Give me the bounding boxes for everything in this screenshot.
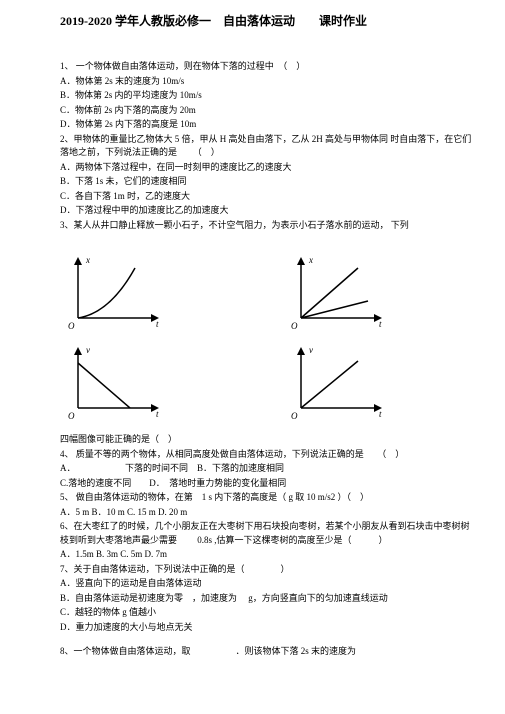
- q7-opt-b: B．自由落体运动是初速度为零 ，加速度为 g，方向竖直向下的匀加速直线运动: [60, 592, 475, 606]
- q4-stem: 4、 质量不等的两个物体，从相同高度处做自由落体运动，下列说法正确的是 （ ）: [60, 448, 475, 462]
- chart-tr-xlabel: t: [379, 319, 382, 329]
- q7-stem: 7、关于自由落体运动，下列说法中正确的是（ ）: [60, 563, 475, 577]
- chart-tr-olabel: O: [291, 321, 298, 331]
- q3-stem: 3、某人从井口静止释放一颗小石子，不计空气阻力，为表示小石子落水前的运动， 下列: [60, 219, 475, 233]
- q1-stem: 1、 一个物体做自由落体运动，则在物体下落的过程中 （ ）: [60, 60, 475, 74]
- chart-tl-xlabel: t: [156, 319, 159, 329]
- chart-grid: x t O x t O v t O: [60, 253, 475, 423]
- chart-bl-ylabel: v: [86, 345, 90, 355]
- q2-opt-d: D．下落过程中甲的加速度比乙的加速度大: [60, 204, 475, 218]
- chart-tr-ylabel: x: [308, 255, 313, 265]
- chart-tl-ylabel: x: [85, 255, 90, 265]
- q1-opt-c: C．物体前 2s 内下落的高度为 20m: [60, 104, 475, 118]
- chart-bot-right: v t O: [283, 343, 393, 423]
- q5-stem: 5、 做自由落体运动的物体，在第 1 s 内下落的高度是（ g 取 10 m/s…: [60, 491, 475, 505]
- q5-opt-a: A．5 m B．10 m C. 15 m D. 20 m: [60, 506, 475, 520]
- chart-tl-olabel: O: [68, 321, 75, 331]
- q2-opt-a: A．两物体下落过程中，在同一时刻甲的速度比乙的速度大: [60, 161, 475, 175]
- q2-opt-b: B．下落 1s 未，它们的速度相同: [60, 175, 475, 189]
- chart-br-ylabel: v: [309, 345, 313, 355]
- chart-br-xlabel: t: [379, 409, 382, 419]
- q7-opt-d: D．重力加速度的大小与地点无关: [60, 621, 475, 635]
- page-title: 2019-2020 学年人教版必修一 自由落体运动 课时作业: [60, 12, 475, 30]
- q7-opt-c: C．越轻的物体 g 值越小: [60, 606, 475, 620]
- q1-opt-d: D．物体第 2s 内下落的高度是 10m: [60, 118, 475, 132]
- chart-top-right: x t O: [283, 253, 393, 333]
- q6-opt-a: A．1.5m B. 3m C. 5m D. 7m: [60, 548, 475, 562]
- q4-opt-a: A． 下落的时间不同 B．下落的加速度相同: [60, 462, 475, 476]
- q3-followup: 四幅图像可能正确的是（ ）: [60, 433, 475, 447]
- chart-top-left: x t O: [60, 253, 170, 333]
- chart-bl-xlabel: t: [156, 409, 159, 419]
- q7-opt-a: A．竖直向下的运动是自由落体运动: [60, 577, 475, 591]
- q2-stem: 2、甲物体的重量比乙物体大 5 倍，甲从 H 高处自由落下，乙从 2H 高处与甲…: [60, 133, 475, 160]
- q1-opt-b: B．物体第 2s 内的平均速度为 10m/s: [60, 89, 475, 103]
- chart-bl-olabel: O: [68, 411, 75, 421]
- q6-stem: 6、在大枣红了的时候，几个小朋友正在大枣树下用石块投向枣树，若某个小朋友从看到石…: [60, 520, 475, 547]
- chart-bot-left: v t O: [60, 343, 170, 423]
- q8-stem: 8、一个物体做自由落体运动，取 ．则该物体下落 2s 末的速度为: [60, 645, 475, 659]
- chart-br-olabel: O: [291, 411, 298, 421]
- q2-opt-c: C．各自下落 1m 时，乙的速度大: [60, 190, 475, 204]
- q4-opt-c: C.落地的速度不同 D． 落地时重力势能的变化量相同: [60, 477, 475, 491]
- q1-opt-a: A．物体第 2s 末的速度为 10m/s: [60, 75, 475, 89]
